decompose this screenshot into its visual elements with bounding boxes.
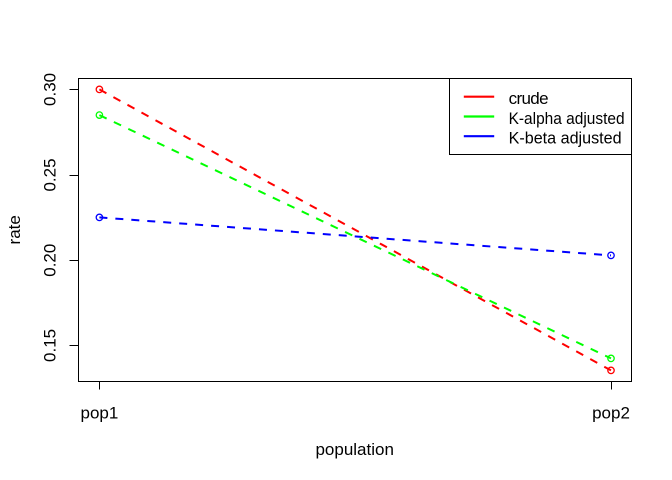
svg-text:K-alpha adjusted: K-alpha adjusted xyxy=(509,109,625,128)
svg-text:pop2: pop2 xyxy=(592,403,630,422)
svg-text:0.25: 0.25 xyxy=(41,158,60,191)
svg-text:0.15: 0.15 xyxy=(41,329,60,362)
svg-text:rate: rate xyxy=(5,215,24,244)
svg-text:K-beta adjusted: K-beta adjusted xyxy=(509,129,622,148)
svg-text:0.30: 0.30 xyxy=(41,73,60,106)
svg-text:crude: crude xyxy=(509,89,549,108)
svg-text:population: population xyxy=(315,440,393,459)
svg-text:0.20: 0.20 xyxy=(41,244,60,277)
svg-text:pop1: pop1 xyxy=(80,403,118,422)
